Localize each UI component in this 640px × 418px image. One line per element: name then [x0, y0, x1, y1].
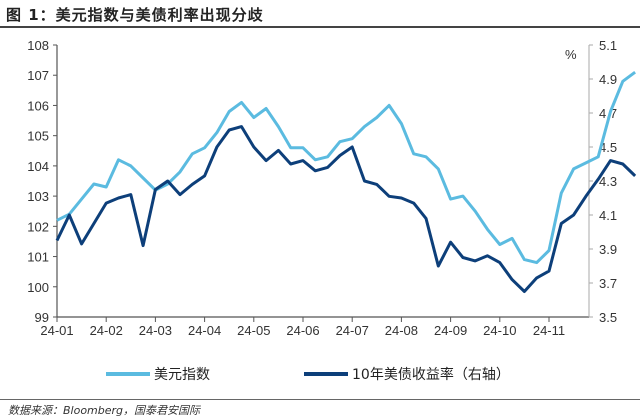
right-tick-label: 4.9	[599, 72, 617, 87]
legend-swatch-dxy	[106, 372, 150, 376]
right-tick-label: 5.1	[599, 38, 617, 53]
right-unit-label: %	[565, 47, 577, 62]
footer-divider	[0, 399, 640, 400]
left-tick-label: 108	[27, 38, 49, 53]
left-tick-label: 105	[27, 129, 49, 144]
right-tick-label: 3.9	[599, 242, 617, 257]
x-tick-label: 24-10	[483, 323, 516, 338]
right-tick-label: 4.3	[599, 174, 617, 189]
left-tick-label: 103	[27, 189, 49, 204]
right-tick-label: 3.7	[599, 276, 617, 291]
x-tick-label: 24-04	[188, 323, 221, 338]
left-tick-label: 99	[35, 310, 49, 325]
x-tick-label: 24-01	[40, 323, 73, 338]
x-tick-label: 24-03	[139, 323, 172, 338]
source-note: 数据来源：Bloomberg，国泰君安国际	[8, 404, 201, 417]
legend-item-dxy: 美元指数	[106, 364, 210, 384]
title-divider	[0, 26, 640, 28]
x-tick-label: 24-08	[385, 323, 418, 338]
x-tick-label: 24-07	[336, 323, 369, 338]
left-tick-label: 104	[27, 159, 49, 174]
x-tick-label: 24-06	[286, 323, 319, 338]
x-tick-label: 24-02	[90, 323, 123, 338]
chart-title: 图 1：美元指数与美债利率出现分歧	[6, 6, 264, 24]
legend-label-ust10y: 10年美债收益率（右轴）	[352, 367, 510, 383]
ust10y-line	[55, 125, 637, 293]
left-tick-label: 101	[27, 250, 49, 265]
dxy-line	[56, 70, 636, 265]
right-tick-label: 4.5	[599, 140, 617, 155]
x-tick-label: 24-05	[237, 323, 270, 338]
left-tick-label: 106	[27, 98, 49, 113]
legend-item-ust10y: 10年美债收益率（右轴）	[304, 364, 510, 384]
left-tick-label: 102	[27, 219, 49, 234]
x-tick-label: 24-09	[434, 323, 467, 338]
right-tick-label: 3.5	[599, 310, 617, 325]
legend-label-dxy: 美元指数	[154, 367, 210, 383]
left-tick-label: 100	[27, 280, 49, 295]
x-tick-label: 24-11	[533, 323, 565, 338]
left-tick-label: 107	[27, 68, 49, 83]
right-tick-label: 4.1	[599, 208, 617, 223]
legend-swatch-ust10y	[304, 372, 348, 376]
